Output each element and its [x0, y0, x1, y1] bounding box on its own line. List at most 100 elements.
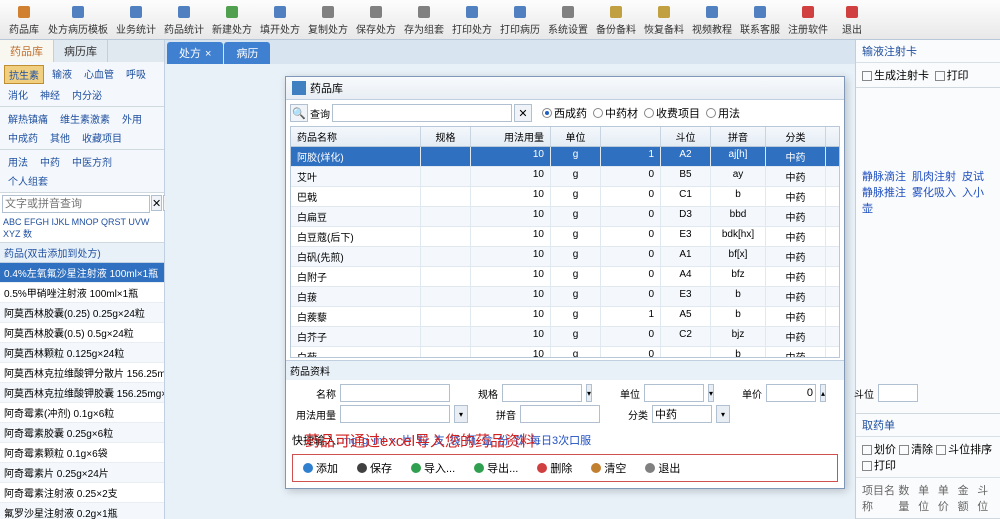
tab-druglib[interactable]: 药品库	[0, 40, 54, 62]
unit-dropdown-icon[interactable]: ▾	[708, 384, 714, 402]
grid-row[interactable]: 艾叶10g0B5ay中药	[291, 167, 839, 187]
pinyin-field[interactable]	[520, 405, 600, 423]
grid-row[interactable]: 白豆蔻(后下)10g0E3bdk[hx]中药	[291, 227, 839, 247]
drug-list-item[interactable]: 阿奇霉素片 0.25g×24片	[0, 463, 164, 483]
toolbar-8[interactable]: 存为组套	[400, 2, 448, 37]
usage-field[interactable]	[340, 405, 450, 423]
tab-recordlib[interactable]: 病历库	[54, 40, 108, 62]
drug-list-item[interactable]: 阿奇霉素胶囊 0.25g×6粒	[0, 423, 164, 443]
right-link-2[interactable]: 皮试	[962, 171, 984, 183]
toolbar-6[interactable]: 复制处方	[304, 2, 352, 37]
filter-filters1-2[interactable]: 心血管	[80, 65, 118, 84]
search-icon[interactable]: 🔍	[290, 104, 308, 122]
take-chk-1[interactable]	[899, 445, 909, 455]
drug-list-item[interactable]: 阿莫西林胶囊(0.25) 0.25g×24粒	[0, 303, 164, 323]
cat-field[interactable]	[652, 405, 712, 423]
drug-list-item[interactable]: 0.4%左氧氟沙星注射液 100ml×1瓶	[0, 263, 164, 283]
radio-0[interactable]: 西成药	[542, 105, 587, 121]
toolbar-12[interactable]: 备份备料	[592, 2, 640, 37]
grid-col-header[interactable]: 斗位	[661, 127, 711, 146]
close-icon[interactable]: ×	[205, 48, 211, 60]
grid-row[interactable]: 白矾(先煎)10g0A1bf[x]中药	[291, 247, 839, 267]
filter-filters3-3[interactable]: 个人组套	[4, 172, 52, 189]
toolbar-5[interactable]: 填开处方	[256, 2, 304, 37]
unit-field[interactable]	[644, 384, 704, 402]
filter-filters2-0[interactable]: 解热镇痛	[4, 110, 52, 127]
grid-col-header[interactable]: 规格	[421, 127, 471, 146]
drug-list-item[interactable]: 阿莫西林颗粒 0.125g×24粒	[0, 343, 164, 363]
radio-2[interactable]: 收费项目	[644, 105, 700, 121]
take-chk-2[interactable]	[936, 445, 946, 455]
clear-icon[interactable]: ✕	[514, 104, 532, 122]
action-删除[interactable]: 删除	[530, 458, 578, 478]
alpha-index[interactable]: ABC EFGH IJKL MNOP QRST UVW XYZ 数	[0, 215, 164, 243]
filter-filters1-5[interactable]: 神经	[36, 86, 64, 103]
action-保存[interactable]: 保存	[350, 458, 398, 478]
grid-col-header[interactable]: 用法用量	[471, 127, 551, 146]
gen-inject-checkbox[interactable]	[862, 71, 872, 81]
filter-filters1-3[interactable]: 呼吸	[122, 65, 150, 84]
cat-dropdown-icon[interactable]: ▾	[716, 405, 730, 423]
price-stepper-icon[interactable]: ▴	[820, 384, 826, 402]
toolbar-17[interactable]: 退出	[832, 2, 872, 37]
search-delete-icon[interactable]: ✕	[151, 195, 162, 211]
filter-filters3-1[interactable]: 中药	[36, 153, 64, 170]
filter-filters1-6[interactable]: 内分泌	[68, 86, 106, 103]
drug-list-item[interactable]: 阿莫西林胶囊(0.5) 0.5g×24粒	[0, 323, 164, 343]
name-field[interactable]	[340, 384, 450, 402]
grid-col-header[interactable]: 拼音	[711, 127, 766, 146]
right-link-3[interactable]: 静脉推注	[862, 187, 906, 199]
radio-1[interactable]: 中药材	[593, 105, 638, 121]
toolbar-15[interactable]: 联系客服	[736, 2, 784, 37]
dialog-search-input[interactable]	[332, 104, 512, 122]
toolbar-1[interactable]: 处方病历模板	[44, 2, 112, 37]
toolbar-2[interactable]: 业务统计	[112, 2, 160, 37]
toolbar-3[interactable]: 药品统计	[160, 2, 208, 37]
pos-field[interactable]	[878, 384, 918, 402]
toolbar-0[interactable]: 药品库	[4, 2, 44, 37]
drug-list-item[interactable]: 阿奇霉素注射液 0.25×2支	[0, 483, 164, 503]
quick-link-12[interactable]: 每日3次口服	[530, 435, 591, 447]
grid-row[interactable]: 白附子10g0A4bfz中药	[291, 267, 839, 287]
filter-filters3-2[interactable]: 中医方剂	[68, 153, 116, 170]
grid-row[interactable]: 白蔹10g0b中药	[291, 347, 839, 357]
toolbar-7[interactable]: 保存处方	[352, 2, 400, 37]
filter-filters1-4[interactable]: 消化	[4, 86, 32, 103]
toolbar-16[interactable]: 注册软件	[784, 2, 832, 37]
grid-col-header[interactable]: 单位	[551, 127, 601, 146]
grid-row[interactable]: 白蒺藜10g1A5b中药	[291, 307, 839, 327]
filter-filters2-1[interactable]: 维生素激素	[56, 110, 114, 127]
grid-row[interactable]: 白芥子10g0C2bjz中药	[291, 327, 839, 347]
drug-list-item[interactable]: 阿奇霉素(冲剂) 0.1g×6粒	[0, 403, 164, 423]
grid-row[interactable]: 阿胶(烊化)10g1A2aj[h]中药	[291, 147, 839, 167]
grid-body[interactable]: 阿胶(烊化)10g1A2aj[h]中药艾叶10g0B5ay中药巴戟10g0C1b…	[291, 147, 839, 357]
filter-filters3-0[interactable]: 用法	[4, 153, 32, 170]
toolbar-14[interactable]: 视频教程	[688, 2, 736, 37]
tab-medrecord[interactable]: 病历	[224, 42, 270, 64]
filter-filters1-0[interactable]: 抗生素	[4, 65, 44, 84]
toolbar-10[interactable]: 打印病历	[496, 2, 544, 37]
grid-col-header[interactable]	[601, 127, 661, 146]
filter-filters2-3[interactable]: 中成药	[4, 129, 42, 146]
toolbar-4[interactable]: 新建处方	[208, 2, 256, 37]
print-inject-checkbox[interactable]	[935, 71, 945, 81]
spec-dropdown-icon[interactable]: ▾	[586, 384, 592, 402]
take-chk-0[interactable]	[862, 445, 872, 455]
drug-list-item[interactable]: 氟罗沙星注射液 0.2g×1瓶	[0, 503, 164, 519]
filter-filters1-1[interactable]: 输液	[48, 65, 76, 84]
toolbar-13[interactable]: 恢复备料	[640, 2, 688, 37]
right-link-0[interactable]: 静脉滴注	[862, 171, 906, 183]
drug-list-item[interactable]: 阿莫西林克拉维酸钾分散片 156.25mg×18片	[0, 363, 164, 383]
tab-prescription[interactable]: 处方×	[167, 42, 223, 64]
drug-list-item[interactable]: 0.5%甲硝唑注射液 100ml×1瓶	[0, 283, 164, 303]
spec-field[interactable]	[502, 384, 582, 402]
action-清空[interactable]: 清空	[584, 458, 632, 478]
filter-filters2-4[interactable]: 其他	[46, 129, 74, 146]
radio-3[interactable]: 用法	[706, 105, 740, 121]
drug-list[interactable]: 0.4%左氧氟沙星注射液 100ml×1瓶0.5%甲硝唑注射液 100ml×1瓶…	[0, 263, 164, 519]
right-link-1[interactable]: 肌肉注射	[912, 171, 956, 183]
take-chk-3[interactable]	[862, 461, 872, 471]
grid-row[interactable]: 白扁豆10g0D3bbd中药	[291, 207, 839, 227]
toolbar-11[interactable]: 系统设置	[544, 2, 592, 37]
grid-row[interactable]: 白菝10g0E3b中药	[291, 287, 839, 307]
